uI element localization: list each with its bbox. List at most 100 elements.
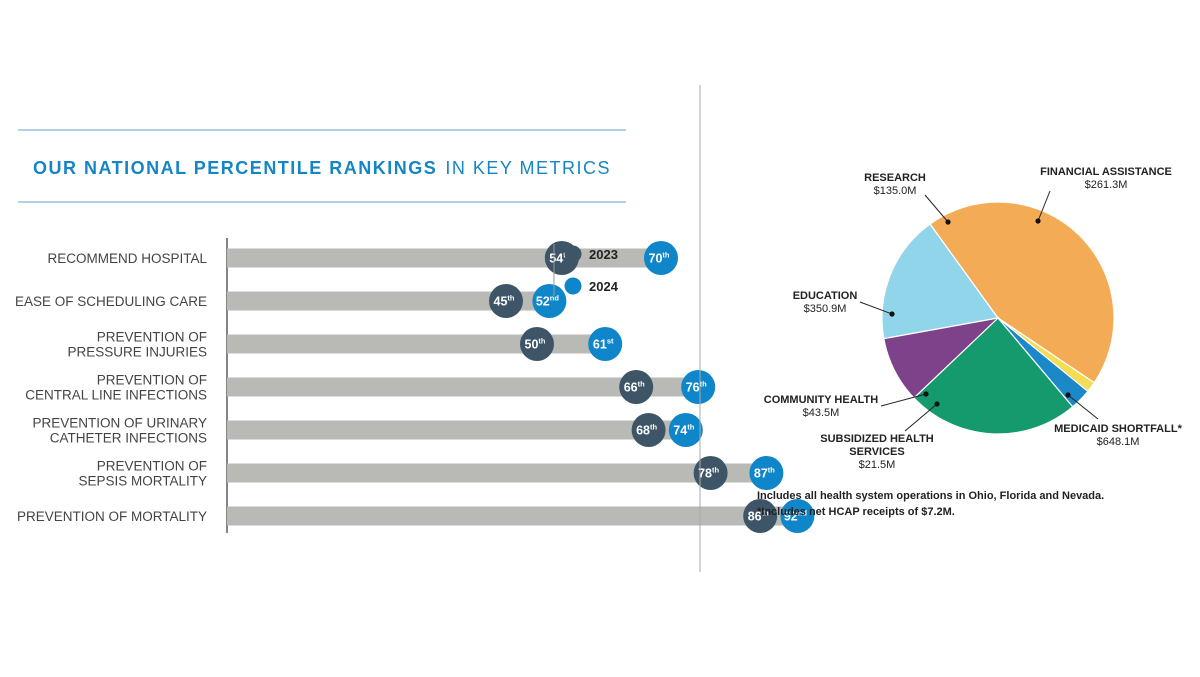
pie-slice-name: FINANCIAL ASSISTANCE — [1040, 166, 1172, 178]
rankings-panel: OUR NATIONAL PERCENTILE RANKINGS IN KEY M… — [15, 129, 815, 533]
pie-slice-label: RESEARCH $135.0M — [864, 172, 926, 197]
pie-chart — [881, 201, 1115, 435]
pie-slice — [913, 317, 1074, 435]
pie-leader-dot — [923, 391, 929, 397]
pie-leader-line — [880, 393, 927, 407]
ranking-bar — [227, 420, 686, 440]
category-label: RECOMMEND HOSPITAL — [47, 251, 207, 266]
pie-leader-line — [1037, 190, 1051, 222]
pie-labels: FINANCIAL ASSISTANCE $261.3M MEDICAID SHOR… — [764, 166, 1183, 471]
marker-2024-label: 61st — [593, 337, 614, 352]
category-label-line: PREVENTION OF — [97, 373, 207, 388]
pie-leader-line — [859, 301, 893, 315]
marker-2024 — [532, 284, 567, 318]
marker-2024 — [588, 327, 623, 361]
pie-panel: FINANCIAL ASSISTANCE $261.3M MEDICAID SHOR… — [757, 166, 1183, 518]
pie-note-2: *Includes net HCAP receipts of $7.2M. — [757, 506, 955, 518]
pie-slice-value: $43.5M — [803, 407, 840, 419]
category-label-line: CENTRAL LINE INFECTIONS — [25, 388, 207, 403]
pie-slice-name: RESEARCH — [864, 172, 926, 184]
category-label: PREVENTION OF MORTALITY — [17, 509, 207, 524]
ranking-bar — [227, 334, 606, 354]
marker-2023-label: 50th — [525, 337, 546, 352]
category-label-line: PREVENTION OF — [97, 459, 207, 474]
marker-2024-label: 92nd — [784, 509, 807, 524]
marker-2023-label: 86th — [748, 509, 769, 524]
pie-leader-line — [904, 403, 938, 432]
category-label-line: PREVENTION OF — [97, 330, 207, 345]
marker-2024-label: 70th — [649, 251, 670, 266]
ranking-bar — [227, 377, 699, 397]
pie-slice-label: COMMUNITY HEALTH $43.5M — [764, 394, 879, 419]
pie-slice-value: $648.1M — [1097, 436, 1140, 448]
pie-leader-dot — [945, 219, 951, 225]
marker-2023-label: 68th — [636, 423, 657, 438]
pie-slice-name: SERVICES — [849, 446, 904, 458]
category-label-line: SEPSIS MORTALITY — [78, 474, 207, 489]
category-label: PREVENTION OF CENTRAL LINE INFECTIONS — [25, 373, 207, 403]
marker-2024 — [644, 241, 678, 275]
marker-2023-label: 78th — [698, 466, 719, 481]
pie-slice — [929, 201, 1115, 384]
pie-slice-name: MEDICAID SHORTFALL* — [1054, 423, 1182, 435]
category-label-line: CATHETER INFECTIONS — [50, 431, 207, 446]
pie-slice — [881, 223, 1000, 340]
category-label: PREVENTION OF SEPSIS MORTALITY — [78, 459, 207, 489]
pie-slice-label: MEDICAID SHORTFALL* $648.1M — [1054, 423, 1182, 448]
marker-2023 — [619, 370, 654, 404]
pie-slice-label: FINANCIAL ASSISTANCE $261.3M — [1040, 166, 1172, 191]
pie-slice — [883, 317, 1000, 399]
ranking-bar — [227, 506, 798, 526]
marker-2024 — [749, 456, 784, 490]
pie-leader-dot — [934, 401, 940, 407]
marker-2024-label: 87th — [754, 466, 775, 481]
legend-swatch-2023 — [564, 245, 582, 263]
marker-2023 — [743, 499, 778, 533]
pie-leader-dot — [889, 311, 895, 317]
rankings-title-light: IN KEY METRICS — [445, 158, 611, 178]
category-label: PREVENTION OF PRESSURE INJURIES — [67, 330, 207, 360]
marker-2024 — [668, 413, 703, 447]
pie-slice-value: $135.0M — [874, 185, 917, 197]
marker-2024 — [681, 370, 716, 404]
marker-2023 — [631, 413, 666, 447]
pie-leader-dot — [1065, 392, 1071, 398]
marker-2023 — [693, 456, 728, 490]
marker-2023 — [520, 327, 554, 361]
category-label-line: PRESSURE INJURIES — [67, 345, 207, 360]
ranking-bar — [227, 463, 767, 483]
legend-label-2023: 2023 — [589, 247, 618, 262]
pie-slice-label: EDUCATION $350.9M — [793, 290, 858, 315]
pie-leader-line — [1067, 394, 1099, 420]
category-label-line: RECOMMEND HOSPITAL — [47, 251, 207, 266]
legend-label-2024: 2024 — [589, 279, 619, 294]
category-label-line: EASE OF SCHEDULING CARE — [15, 294, 207, 309]
pie-leader-dot — [1035, 218, 1041, 224]
pie-slice-name: SUBSIDIZED HEALTH — [820, 433, 934, 445]
marker-2024 — [780, 499, 815, 533]
category-label: EASE OF SCHEDULING CARE — [15, 294, 207, 309]
category-label: PREVENTION OF URINARY CATHETER INFECTIONS — [32, 416, 207, 446]
marker-2024-label: 76th — [686, 380, 707, 395]
pie-slice-value: $21.5M — [859, 459, 896, 471]
pie-slice-name: EDUCATION — [793, 290, 858, 302]
rankings-title: OUR NATIONAL PERCENTILE RANKINGS IN KEY M… — [33, 158, 611, 178]
marker-2023 — [489, 284, 523, 318]
category-label-line: PREVENTION OF MORTALITY — [17, 509, 207, 524]
marker-2023-label: 66th — [624, 380, 645, 395]
marker-2023-label: 45th — [494, 294, 515, 309]
pie-slice-value: $350.9M — [804, 303, 847, 315]
ranking-bars: RECOMMEND HOSPITAL54th70thEASE OF SCHEDU… — [15, 241, 815, 533]
rankings-legend: 2023 2024 — [553, 244, 619, 296]
pie-slice-label: SUBSIDIZED HEALTH SERVICES $21.5M — [820, 433, 934, 471]
rankings-title-bold: OUR NATIONAL PERCENTILE RANKINGS — [33, 158, 437, 178]
pie-leader-line — [924, 194, 949, 223]
marker-2024-label: 74th — [673, 423, 694, 438]
legend-swatch-2024 — [564, 277, 582, 295]
category-label-line: PREVENTION OF URINARY — [32, 416, 207, 431]
marker-2024-label: 52nd — [536, 294, 559, 309]
pie-slice-name: COMMUNITY HEALTH — [764, 394, 879, 406]
pie-note-1: Includes all health system operations in… — [757, 490, 1104, 502]
pie-slice-value: $261.3M — [1085, 179, 1128, 191]
